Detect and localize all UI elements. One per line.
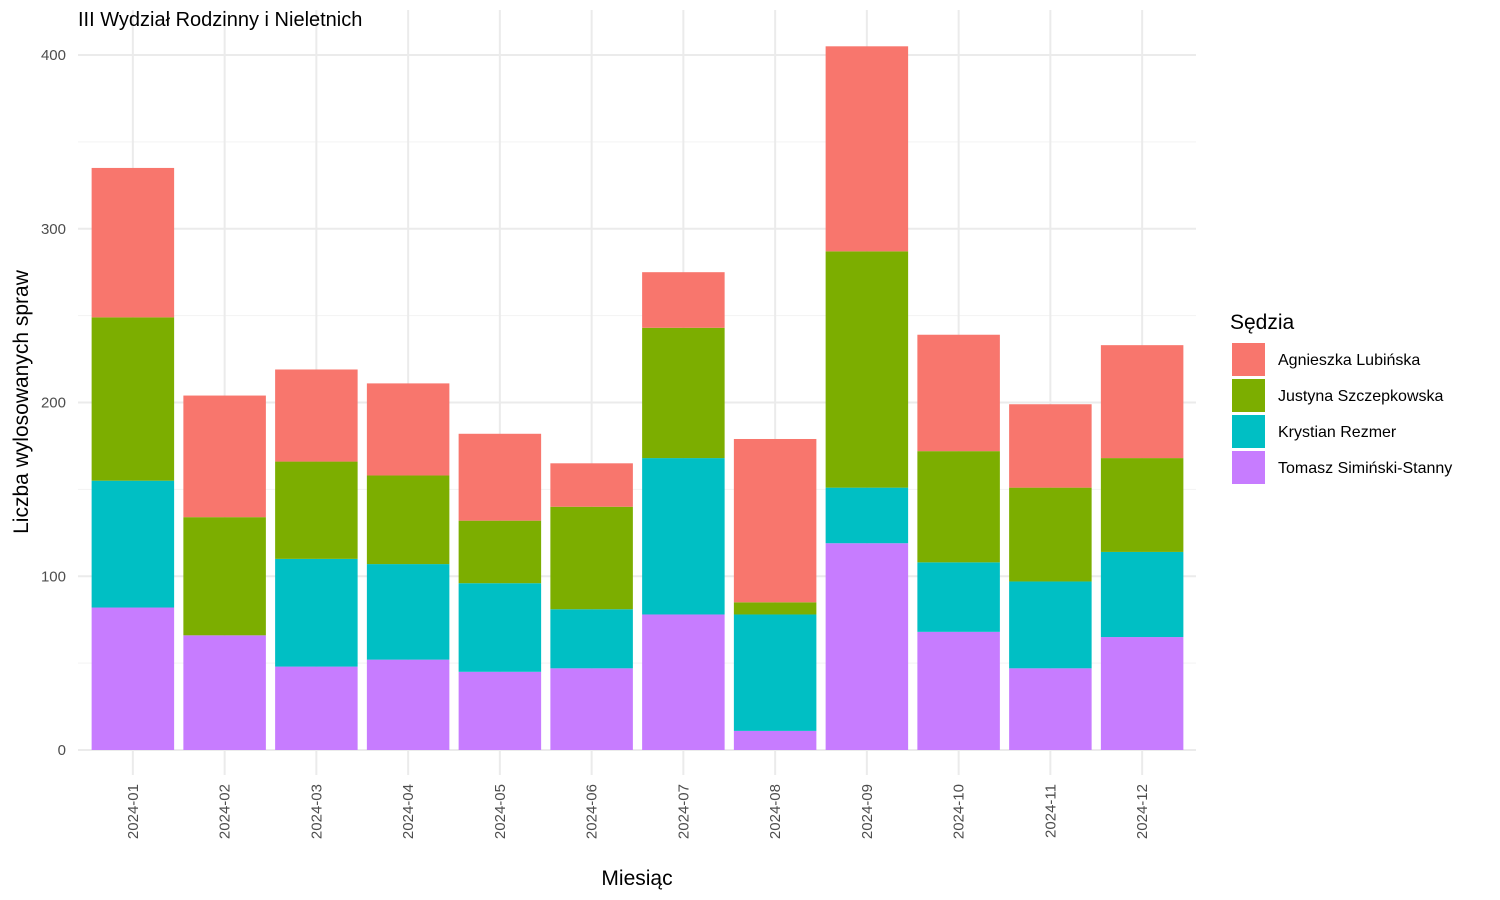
y-tick-label: 400 — [41, 47, 66, 64]
bar-segment — [1009, 581, 1092, 669]
bar-segment — [366, 659, 450, 750]
x-tick-label: 2024-02 — [217, 784, 234, 839]
bar-segment — [1009, 404, 1092, 488]
x-tick-label: 2024-04 — [400, 784, 417, 839]
y-tick-label: 200 — [41, 395, 66, 412]
bar-segment — [733, 602, 817, 615]
bar-segment — [1100, 551, 1184, 638]
chart-title: III Wydział Rodzinny i Nieletnich — [78, 9, 362, 31]
bar-segment — [825, 543, 909, 750]
bars — [91, 46, 1184, 750]
bar-segment — [642, 272, 725, 328]
legend-key — [1232, 415, 1265, 448]
bar-segment — [917, 334, 1000, 452]
bar-segment — [1009, 668, 1092, 750]
bar-segment — [366, 564, 450, 660]
y-axis-ticks: 0 100 200 300 400 — [41, 47, 66, 759]
legend-key — [1232, 343, 1265, 376]
legend-label: Krystian Rezmer — [1278, 424, 1397, 441]
bar-segment — [642, 327, 725, 459]
bar-segment — [183, 517, 266, 636]
x-tick-label: 2024-03 — [308, 784, 325, 839]
x-tick-label: 2024-10 — [951, 784, 968, 839]
bar-segment — [183, 635, 266, 750]
bar-segment — [275, 461, 358, 559]
legend: Sędzia Agnieszka Lubińska Justyna Szczepk… — [1230, 311, 1452, 484]
x-tick-label: 2024-09 — [859, 784, 876, 839]
bar-segment — [366, 383, 450, 476]
bar-segment — [366, 475, 450, 565]
bar-segment — [550, 668, 633, 750]
x-tick-label: 2024-08 — [767, 784, 784, 839]
legend-key — [1232, 451, 1265, 484]
bar-segment — [825, 46, 909, 252]
legend-title: Sędzia — [1230, 311, 1295, 334]
legend-label: Justyna Szczepkowska — [1278, 388, 1444, 405]
x-axis-title: Miesiąc — [601, 867, 672, 890]
bar-segment — [91, 167, 175, 318]
bar-segment — [1100, 345, 1184, 459]
bar-segment — [458, 433, 542, 521]
x-axis-ticks: 2024-01 2024-02 2024-03 2024-04 2024-05 2024-… — [125, 784, 1151, 839]
bar-segment — [1100, 637, 1184, 750]
bar-segment — [917, 451, 1000, 563]
x-tick-label: 2024-12 — [1134, 784, 1151, 839]
legend-key — [1232, 379, 1265, 412]
bar-segment — [642, 458, 725, 615]
bar-segment — [550, 463, 633, 507]
legend-label: Tomasz Simiński-Stanny — [1278, 460, 1452, 477]
bar-segment — [1009, 487, 1092, 582]
bar-segment — [183, 395, 266, 518]
bar-segment — [917, 562, 1000, 632]
bar-segment — [91, 317, 175, 481]
bar-segment — [1100, 458, 1184, 552]
bar-segment — [825, 487, 909, 544]
x-tick-label: 2024-06 — [584, 784, 601, 839]
bar-segment — [91, 607, 175, 750]
bar-segment — [91, 480, 175, 608]
bar-segment — [458, 520, 542, 584]
y-tick-label: 100 — [41, 568, 66, 585]
legend-label: Agnieszka Lubińska — [1278, 352, 1420, 369]
bar-segment — [275, 369, 358, 462]
bar-segment — [458, 671, 542, 750]
x-tick-label: 2024-11 — [1042, 784, 1059, 838]
bar-segment — [917, 631, 1000, 750]
bar-segment — [458, 583, 542, 672]
bar-segment — [275, 666, 358, 750]
y-tick-label: 0 — [58, 742, 66, 759]
x-tick-label: 2024-01 — [125, 784, 142, 839]
x-tick-label: 2024-07 — [675, 784, 692, 839]
bar-segment — [733, 438, 817, 603]
bar-segment — [550, 609, 633, 669]
bar-segment — [733, 614, 817, 731]
bar-segment — [642, 614, 725, 750]
bar-segment — [825, 251, 909, 488]
bar-segment — [733, 730, 817, 750]
bar-segment — [275, 558, 358, 667]
y-tick-label: 300 — [41, 221, 66, 238]
y-axis-title: Liczba wylosowanych spraw — [10, 269, 33, 534]
x-tick-label: 2024-05 — [492, 784, 509, 839]
bar-segment — [550, 506, 633, 610]
